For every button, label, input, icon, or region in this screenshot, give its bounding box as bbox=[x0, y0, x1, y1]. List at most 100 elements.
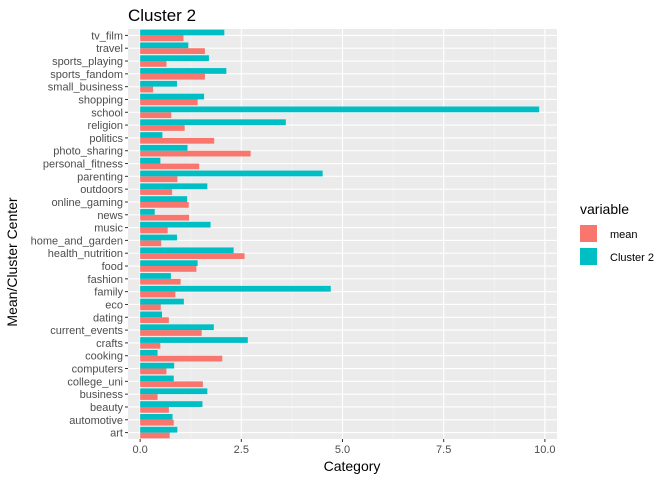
y-tick-label: eco bbox=[105, 299, 123, 311]
y-tick-label: computers bbox=[72, 364, 124, 376]
y-tick-label: business bbox=[80, 389, 124, 401]
bar-eco-mean bbox=[140, 304, 161, 311]
bar-fashion-mean bbox=[140, 278, 181, 285]
x-tick-label: 0.0 bbox=[132, 444, 147, 456]
bar-small-business-cluster-2 bbox=[140, 80, 177, 87]
y-tick-label: tv_film bbox=[91, 30, 123, 42]
y-tick-labels: tv_filmtravelsports_playingsports_fandom… bbox=[31, 30, 128, 440]
x-axis-title: Category bbox=[324, 458, 381, 474]
y-tick-label: music bbox=[94, 223, 123, 235]
bar-crafts-mean bbox=[140, 342, 161, 349]
bar-beauty-mean bbox=[140, 406, 169, 413]
bar-current-events-mean bbox=[140, 330, 202, 336]
bar-fashion-cluster-2 bbox=[140, 273, 171, 279]
gridlines bbox=[128, 29, 557, 439]
bar-eco-cluster-2 bbox=[140, 298, 184, 305]
y-tick-label: college_uni bbox=[67, 376, 123, 388]
x-tick-labels: 0.0 2.5 5.0 7.5 10.0 bbox=[132, 439, 556, 456]
bar-shopping-mean bbox=[140, 99, 198, 106]
bar-cooking-mean bbox=[140, 355, 223, 362]
y-tick-label: automotive bbox=[69, 415, 123, 427]
y-tick-label: parenting bbox=[77, 171, 123, 183]
bar-parenting-mean bbox=[140, 176, 178, 183]
bar-news-cluster-2 bbox=[140, 209, 155, 215]
bar-cooking-cluster-2 bbox=[140, 349, 158, 356]
bar-business-mean bbox=[140, 394, 158, 400]
y-tick-label: sports_fandom bbox=[50, 69, 123, 81]
bar-art-mean bbox=[140, 432, 170, 439]
bar-dating-mean bbox=[140, 317, 169, 324]
bar-college-uni-mean bbox=[140, 381, 203, 388]
bar-automotive-cluster-2 bbox=[140, 414, 173, 420]
y-tick-label: school bbox=[91, 107, 123, 119]
bar-sports-fandom-cluster-2 bbox=[140, 68, 227, 74]
bar-food-cluster-2 bbox=[140, 260, 198, 267]
bar-health-nutrition-cluster-2 bbox=[140, 247, 234, 254]
bar-personal-fitness-cluster-2 bbox=[140, 157, 161, 164]
y-tick-label: dating bbox=[93, 312, 123, 324]
bar-photo-sharing-cluster-2 bbox=[140, 144, 188, 151]
bar-tv-film-cluster-2 bbox=[140, 29, 225, 36]
bar-music-cluster-2 bbox=[140, 221, 211, 228]
bar-college-uni-cluster-2 bbox=[140, 375, 174, 382]
bar-photo-sharing-mean bbox=[140, 150, 251, 157]
bar-business-cluster-2 bbox=[140, 388, 208, 395]
legend-label-cluster-2: Cluster 2 bbox=[610, 252, 654, 264]
x-tick-label: 7.5 bbox=[436, 444, 451, 456]
y-tick-label: crafts bbox=[96, 338, 123, 350]
y-tick-label: cooking bbox=[85, 351, 123, 363]
bar-small-business-mean bbox=[140, 86, 154, 93]
x-tick-label: 2.5 bbox=[234, 444, 249, 456]
bar-outdoors-mean bbox=[140, 189, 173, 195]
bar-food-mean bbox=[140, 266, 197, 272]
y-tick-label: health_nutrition bbox=[48, 248, 123, 260]
y-tick-label: news bbox=[97, 210, 123, 222]
bar-school-cluster-2 bbox=[140, 106, 540, 113]
bar-home-and-garden-cluster-2 bbox=[140, 234, 177, 241]
bar-computers-mean bbox=[140, 368, 167, 375]
bar-sports-playing-mean bbox=[140, 61, 167, 67]
y-tick-label: photo_sharing bbox=[53, 146, 123, 158]
bar-family-cluster-2 bbox=[140, 285, 331, 292]
bar-travel-cluster-2 bbox=[140, 42, 189, 49]
bar-computers-cluster-2 bbox=[140, 362, 175, 369]
bar-outdoors-cluster-2 bbox=[140, 183, 208, 190]
legend: variable mean Cluster 2 bbox=[580, 201, 654, 265]
legend-label-mean: mean bbox=[610, 229, 638, 241]
y-tick-label: small_business bbox=[48, 82, 124, 94]
legend-key-cluster-2 bbox=[580, 248, 597, 265]
bar-parenting-cluster-2 bbox=[140, 170, 323, 177]
bar-music-mean bbox=[140, 227, 168, 234]
y-axis-title: Mean/Cluster Center bbox=[4, 197, 20, 327]
y-tick-label: religion bbox=[88, 120, 123, 132]
bar-politics-cluster-2 bbox=[140, 132, 163, 138]
bar-news-mean bbox=[140, 214, 190, 221]
bar-family-mean bbox=[140, 291, 176, 298]
x-tick-label: 10.0 bbox=[534, 444, 555, 456]
legend-key-mean bbox=[580, 225, 597, 242]
y-tick-label: food bbox=[102, 261, 123, 273]
bar-automotive-mean bbox=[140, 419, 174, 426]
bar-school-mean bbox=[140, 112, 172, 119]
legend-title: variable bbox=[580, 201, 629, 217]
chart-title: Cluster 2 bbox=[128, 6, 196, 25]
y-tick-label: personal_fitness bbox=[43, 159, 124, 171]
bar-shopping-cluster-2 bbox=[140, 93, 205, 100]
y-tick-label: beauty bbox=[90, 402, 124, 414]
bar-art-cluster-2 bbox=[140, 426, 178, 433]
bar-current-events-cluster-2 bbox=[140, 324, 214, 331]
bar-personal-fitness-mean bbox=[140, 163, 200, 170]
bar-health-nutrition-mean bbox=[140, 253, 245, 259]
y-tick-label: home_and_garden bbox=[31, 235, 123, 247]
y-tick-label: outdoors bbox=[80, 184, 123, 196]
y-tick-label: travel bbox=[96, 43, 123, 55]
bar-sports-playing-cluster-2 bbox=[140, 55, 209, 62]
bar-sports-fandom-mean bbox=[140, 73, 205, 80]
bar-crafts-cluster-2 bbox=[140, 337, 248, 343]
y-tick-label: sports_playing bbox=[52, 56, 123, 68]
y-tick-label: current_events bbox=[50, 325, 123, 337]
bar-online-gaming-mean bbox=[140, 201, 189, 208]
y-tick-label: shopping bbox=[78, 94, 123, 106]
bar-online-gaming-cluster-2 bbox=[140, 196, 188, 202]
